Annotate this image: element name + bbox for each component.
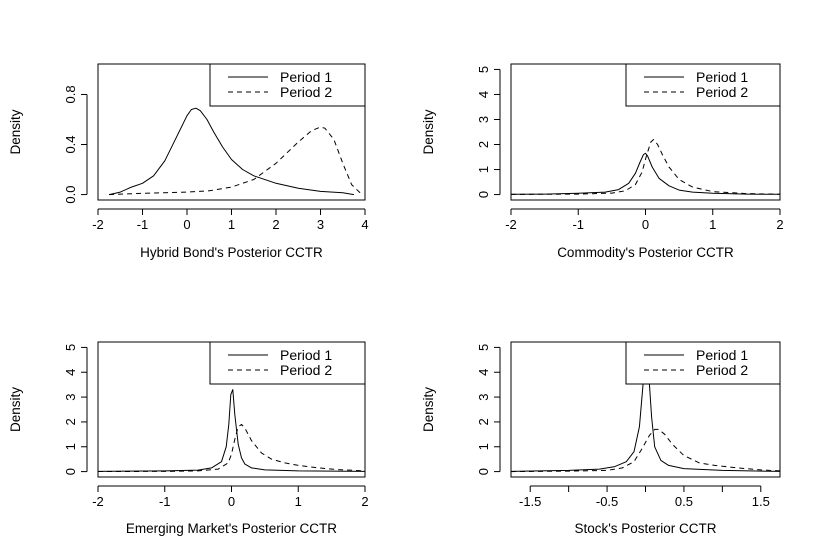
legend-label: Period 2	[280, 84, 332, 100]
x-tick-label: 3	[317, 217, 324, 232]
chart-panel: -1.5 -0.5 0.5 1.5 0 1 2 3 4 5 Stock's Posterior CC…	[421, 341, 781, 536]
y-tick-label: 5	[63, 344, 78, 351]
y-tick-label: 4	[63, 369, 78, 376]
y-tick-label: 1	[476, 443, 491, 450]
x-tick-label: -1.5	[519, 494, 541, 509]
chart-panel: -2 -1 0 1 2 3 4 0.0 0.4 0.8 Hybrid Bond's Posterio…	[8, 63, 369, 260]
x-tick-label: 2	[361, 494, 368, 509]
x-tick-label: 0.5	[675, 494, 693, 509]
chart-panel: -2 -1 0 1 2 0 1 2 3 4 5 Commodity's Posterior CCTR D…	[421, 63, 784, 260]
x-axis-label: Stock's Posterior CCTR	[574, 521, 716, 536]
x-axis-label: Commodity's Posterior CCTR	[557, 245, 734, 260]
x-tick-label: 2	[776, 217, 783, 232]
legend-label: Period 2	[696, 362, 748, 378]
y-tick-label: 0	[476, 468, 491, 475]
y-tick-label: 1	[63, 443, 78, 450]
legend-label: Period 2	[280, 362, 332, 378]
legend-box	[209, 341, 366, 385]
y-tick-label: 4	[476, 91, 491, 98]
x-tick-label: 0	[183, 217, 190, 232]
series-line-period-1	[97, 389, 366, 472]
y-tick-label: 5	[476, 344, 491, 351]
x-tick-label: -2	[92, 494, 104, 509]
chart-panel: -2 -1 0 1 2 0 1 2 3 4 5 Emerging Market's Posterior…	[8, 341, 369, 536]
x-tick-label: -2	[92, 217, 104, 232]
series-line-period-2	[510, 428, 781, 473]
y-tick-label: 0.4	[63, 135, 78, 153]
y-axis-label: Density	[421, 109, 436, 154]
x-tick-label: -0.5	[596, 494, 618, 509]
y-tick-label: 2	[63, 418, 78, 425]
series-line-period-2	[97, 423, 366, 472]
legend-label: Period 2	[696, 84, 748, 100]
y-tick-label: 5	[476, 66, 491, 73]
y-axis-label: Density	[421, 387, 436, 432]
y-tick-label: 3	[476, 116, 491, 123]
legend-label: Period 1	[280, 69, 332, 85]
y-tick-label: 0	[63, 468, 78, 475]
y-axis-label: Density	[8, 387, 23, 432]
x-axis-label: Hybrid Bond's Posterior CCTR	[140, 245, 323, 260]
x-tick-label: 1	[295, 494, 302, 509]
legend-box	[625, 63, 781, 107]
x-tick-label: 4	[361, 217, 368, 232]
series-line-period-2	[510, 139, 781, 195]
y-tick-label: 0	[476, 191, 491, 198]
legend-label: Period 1	[696, 347, 748, 363]
x-tick-label: -1	[159, 494, 171, 509]
series-line-period-1	[510, 152, 781, 195]
x-tick-label: -1	[137, 217, 149, 232]
legend-box	[625, 341, 781, 385]
x-tick-label: -1	[572, 217, 584, 232]
y-tick-label: 0.8	[63, 85, 78, 103]
y-tick-label: 2	[476, 141, 491, 148]
y-tick-label: 3	[476, 393, 491, 400]
x-tick-label: 1	[709, 217, 716, 232]
series-line-period-2	[109, 126, 361, 196]
x-tick-label: 1.5	[752, 494, 770, 509]
x-tick-label: -2	[505, 217, 517, 232]
x-axis-label: Emerging Market's Posterior CCTR	[126, 521, 337, 536]
x-tick-label: 0	[642, 217, 649, 232]
x-tick-label: 2	[272, 217, 279, 232]
x-tick-label: 1	[228, 217, 235, 232]
y-tick-label: 0.0	[63, 186, 78, 204]
legend-box	[209, 63, 366, 107]
y-axis-label: Density	[8, 109, 23, 154]
legend-label: Period 1	[280, 347, 332, 363]
legend-label: Period 1	[696, 69, 748, 85]
y-tick-label: 2	[476, 418, 491, 425]
x-tick-label: 0	[228, 494, 235, 509]
series-line-period-1	[108, 107, 354, 196]
y-tick-label: 4	[476, 369, 491, 376]
y-tick-label: 1	[476, 166, 491, 173]
y-tick-label: 3	[63, 393, 78, 400]
